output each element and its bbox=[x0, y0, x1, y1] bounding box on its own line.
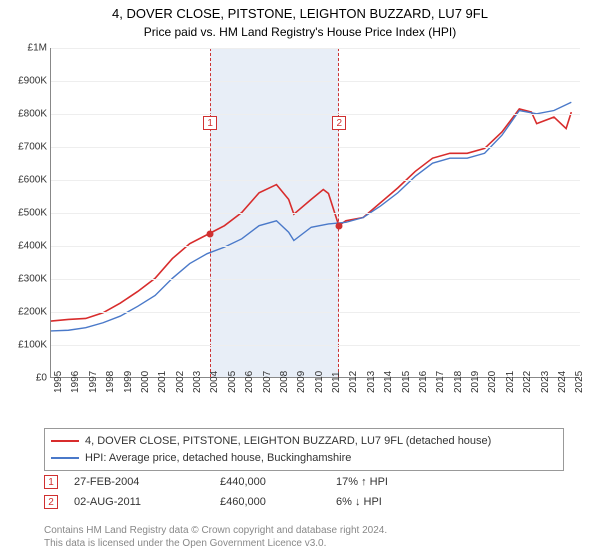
x-axis-label: 2003 bbox=[192, 371, 203, 393]
event-row: 1 27-FEB-2004 £440,000 17% ↑ HPI bbox=[44, 472, 564, 492]
marker-dot bbox=[207, 230, 214, 237]
y-axis-label: £0 bbox=[3, 373, 47, 384]
x-axis-label: 2009 bbox=[296, 371, 307, 393]
footer-line-1: Contains HM Land Registry data © Crown c… bbox=[44, 524, 387, 537]
event-table: 1 27-FEB-2004 £440,000 17% ↑ HPI 2 02-AUG-201… bbox=[44, 472, 564, 512]
footer-attribution: Contains HM Land Registry data © Crown c… bbox=[44, 524, 387, 550]
y-axis-label: £100K bbox=[3, 340, 47, 351]
gridline bbox=[51, 180, 580, 181]
x-axis-label: 2025 bbox=[574, 371, 585, 393]
marker-dot bbox=[336, 223, 343, 230]
event-price: £440,000 bbox=[220, 476, 320, 488]
x-axis-label: 2004 bbox=[209, 371, 220, 393]
x-axis-label: 2005 bbox=[227, 371, 238, 393]
event-pct: 17% ↑ HPI bbox=[336, 476, 436, 488]
x-axis-label: 2010 bbox=[314, 371, 325, 393]
x-axis-label: 2002 bbox=[175, 371, 186, 393]
event-marker-number: 1 bbox=[44, 475, 58, 489]
gridline bbox=[51, 81, 580, 82]
gridline bbox=[51, 246, 580, 247]
x-axis-label: 2023 bbox=[540, 371, 551, 393]
legend-swatch bbox=[51, 457, 79, 459]
x-axis-label: 2012 bbox=[348, 371, 359, 393]
x-axis-label: 2019 bbox=[470, 371, 481, 393]
x-axis-label: 1999 bbox=[123, 371, 134, 393]
x-axis-label: 1996 bbox=[70, 371, 81, 393]
x-axis-label: 2022 bbox=[522, 371, 533, 393]
y-axis-label: £500K bbox=[3, 208, 47, 219]
y-axis-label: £800K bbox=[3, 109, 47, 120]
x-axis-label: 2006 bbox=[244, 371, 255, 393]
x-axis-label: 2020 bbox=[487, 371, 498, 393]
legend-label: 4, DOVER CLOSE, PITSTONE, LEIGHTON BUZZA… bbox=[85, 433, 491, 450]
x-axis-label: 2017 bbox=[435, 371, 446, 393]
event-pct: 6% ↓ HPI bbox=[336, 496, 436, 508]
title-line-1: 4, DOVER CLOSE, PITSTONE, LEIGHTON BUZZA… bbox=[0, 6, 600, 23]
x-axis-label: 1998 bbox=[105, 371, 116, 393]
y-axis-label: £700K bbox=[3, 142, 47, 153]
x-axis-label: 2024 bbox=[557, 371, 568, 393]
gridline bbox=[51, 114, 580, 115]
x-axis-label: 2016 bbox=[418, 371, 429, 393]
gridline bbox=[51, 345, 580, 346]
x-axis-label: 2015 bbox=[401, 371, 412, 393]
y-axis-label: £400K bbox=[3, 241, 47, 252]
gridline bbox=[51, 48, 580, 49]
x-axis-label: 2018 bbox=[453, 371, 464, 393]
x-axis-label: 1995 bbox=[53, 371, 64, 393]
event-row: 2 02-AUG-2011 £460,000 6% ↓ HPI bbox=[44, 492, 564, 512]
gridline bbox=[51, 147, 580, 148]
x-axis-label: 2008 bbox=[279, 371, 290, 393]
x-axis-label: 2014 bbox=[383, 371, 394, 393]
title-block: 4, DOVER CLOSE, PITSTONE, LEIGHTON BUZZA… bbox=[0, 0, 600, 40]
x-axis-label: 2000 bbox=[140, 371, 151, 393]
legend-item: 4, DOVER CLOSE, PITSTONE, LEIGHTON BUZZA… bbox=[51, 433, 557, 450]
legend-swatch bbox=[51, 440, 79, 442]
y-axis-label: £900K bbox=[3, 76, 47, 87]
plot-area: £0£100K£200K£300K£400K£500K£600K£700K£80… bbox=[50, 48, 580, 378]
legend-label: HPI: Average price, detached house, Buck… bbox=[85, 450, 351, 467]
y-axis-label: £200K bbox=[3, 307, 47, 318]
chart-container: 4, DOVER CLOSE, PITSTONE, LEIGHTON BUZZA… bbox=[0, 0, 600, 560]
marker-label: 1 bbox=[203, 116, 217, 130]
title-line-2: Price paid vs. HM Land Registry's House … bbox=[0, 25, 600, 41]
x-axis-label: 2007 bbox=[262, 371, 273, 393]
x-axis-label: 2013 bbox=[366, 371, 377, 393]
event-marker-number: 2 bbox=[44, 495, 58, 509]
x-axis-label: 2011 bbox=[331, 371, 342, 393]
chart-area: £0 £100K £200K £300K £400K £500K £600K £700K £80… bbox=[0, 48, 600, 418]
event-date: 02-AUG-2011 bbox=[74, 496, 204, 508]
x-axis-label: 2001 bbox=[157, 371, 168, 393]
gridline bbox=[51, 279, 580, 280]
x-axis-label: 1997 bbox=[88, 371, 99, 393]
y-axis-label: £600K bbox=[3, 175, 47, 186]
marker-label: 2 bbox=[332, 116, 346, 130]
event-price: £460,000 bbox=[220, 496, 320, 508]
footer-line-2: This data is licensed under the Open Gov… bbox=[44, 537, 387, 550]
legend: 4, DOVER CLOSE, PITSTONE, LEIGHTON BUZZA… bbox=[44, 428, 564, 471]
y-axis-label: £1M bbox=[3, 43, 47, 54]
y-axis-label: £300K bbox=[3, 274, 47, 285]
gridline bbox=[51, 312, 580, 313]
series-price_paid bbox=[51, 109, 571, 321]
event-date: 27-FEB-2004 bbox=[74, 476, 204, 488]
x-axis-label: 2021 bbox=[505, 371, 516, 393]
legend-item: HPI: Average price, detached house, Buck… bbox=[51, 450, 557, 467]
gridline bbox=[51, 213, 580, 214]
